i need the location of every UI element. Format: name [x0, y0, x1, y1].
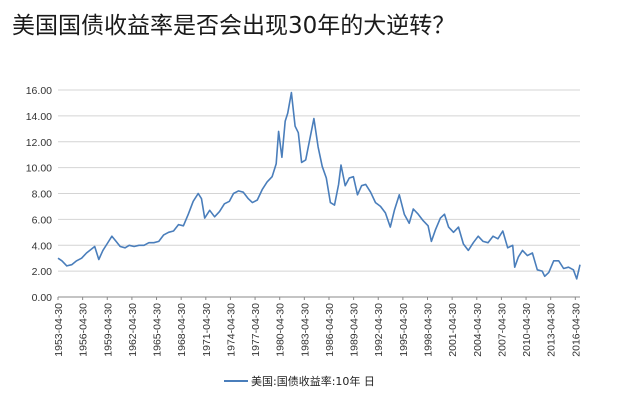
x-tick-label: 1965-04-30: [152, 303, 164, 357]
x-tick-label: 1956-04-30: [78, 303, 90, 357]
y-tick-label: 6.00: [32, 214, 53, 226]
x-tick-label: 1980-04-30: [275, 303, 287, 357]
y-tick-label: 12.00: [26, 137, 52, 149]
x-tick-label: 1998-04-30: [423, 303, 435, 357]
x-tick-label: 1983-04-30: [299, 303, 311, 357]
x-tick-label: 1977-04-30: [250, 303, 262, 357]
x-tick-label: 2010-04-30: [521, 303, 533, 357]
x-tick-label: 1995-04-30: [398, 303, 410, 357]
y-tick-label: 8.00: [32, 189, 53, 201]
x-tick-label: 1989-04-30: [349, 303, 361, 357]
y-tick-label: 4.00: [32, 240, 53, 252]
series-line: [57, 91, 581, 280]
legend[interactable]: 美国:国债收益率:10年 日: [224, 374, 375, 388]
y-tick-label: 14.00: [26, 111, 52, 123]
y-tick-label: 16.00: [26, 85, 52, 97]
x-tick-label: 1992-04-30: [373, 303, 385, 357]
x-tick-label: 1986-04-30: [324, 303, 336, 357]
x-tick-label: 1971-04-30: [201, 303, 213, 357]
x-tick-label: 2001-04-30: [447, 303, 459, 357]
x-tick-label: 2016-04-30: [570, 303, 582, 357]
y-axis: 0.00 2.00 4.00 6.00 8.00 10.00 12.00 14.00 16.00: [26, 85, 52, 304]
y-tick-label: 10.00: [26, 163, 52, 175]
x-tick-label: 1962-04-30: [127, 303, 139, 357]
x-axis: 1953-04-30 1956-04-30 1959-04-30 1962-04-30…: [53, 296, 582, 357]
x-tick-label: 1974-04-30: [225, 303, 237, 357]
x-tick-label: 2007-04-30: [496, 303, 508, 357]
legend-label: 美国:国债收益率:10年 日: [251, 374, 375, 388]
page-title: 美国国债收益率是否会出现30年的大逆转？: [12, 13, 456, 39]
gridlines: [58, 89, 580, 298]
x-tick-label: 1968-04-30: [176, 303, 188, 357]
x-tick-label: 2013-04-30: [546, 303, 558, 357]
y-tick-label: 2.00: [32, 266, 53, 278]
x-tick-label: 1959-04-30: [102, 303, 114, 357]
x-tick-label: 1953-04-30: [53, 303, 65, 357]
y-tick-label: 0.00: [32, 292, 53, 304]
x-tick-label: 2004-04-30: [472, 303, 484, 357]
